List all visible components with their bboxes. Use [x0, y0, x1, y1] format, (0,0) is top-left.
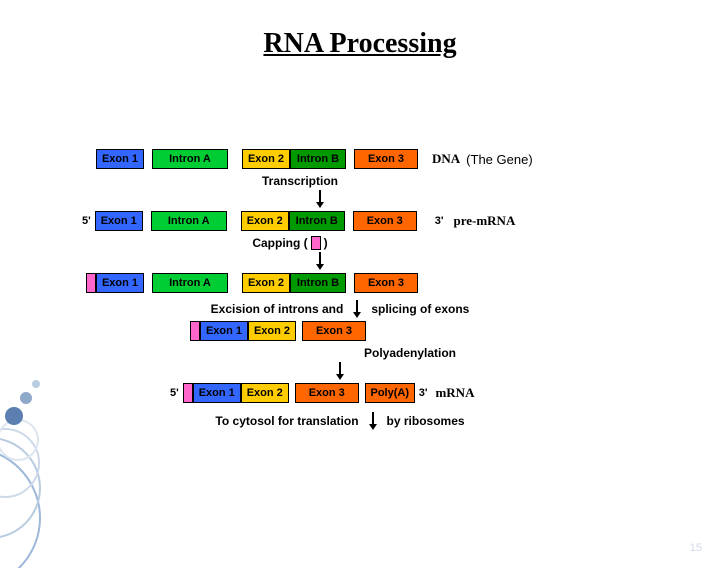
dna-row: Exon 1 Intron A Exon 2 Intron B Exon 3 D…	[96, 148, 650, 170]
mrna-label: mRNA	[435, 385, 474, 401]
cap-seg-2	[190, 321, 200, 341]
three-prime-2: 3'	[419, 387, 428, 399]
intronB-seg-3: Intron B	[290, 273, 346, 293]
cap-seg-3	[183, 383, 193, 403]
three-prime-1: 3'	[435, 215, 444, 227]
exon2-seg-2: Exon 2	[241, 211, 289, 231]
exon3-seg-4: Exon 3	[302, 321, 366, 341]
gene-note: (The Gene)	[466, 152, 532, 167]
polyadenylation-label: Polyadenylation	[170, 346, 650, 360]
exon3-seg-3: Exon 3	[354, 273, 418, 293]
rna-processing-diagram: Exon 1 Intron A Exon 2 Intron B Exon 3 D…	[70, 148, 650, 430]
pre-mrna-label: pre-mRNA	[453, 213, 515, 229]
exon1-seg-3: Exon 1	[96, 273, 144, 293]
exon1-seg: Exon 1	[96, 149, 144, 169]
intronB-seg: Intron B	[290, 149, 346, 169]
intronA-seg: Intron A	[152, 149, 228, 169]
cytosol-right: by ribosomes	[387, 414, 465, 428]
intronA-seg-3: Intron A	[152, 273, 228, 293]
page-title: RNA Processing	[0, 28, 720, 60]
mrna-row: 5' Exon 1 Exon 2 Exon 3 Poly(A) 3' mRNA	[166, 382, 650, 404]
polyA-seg: Poly(A)	[365, 383, 415, 403]
excision-left: Excision of introns and	[211, 302, 344, 316]
exon1-seg-4: Exon 1	[200, 321, 248, 341]
cytosol-left: To cytosol for translation	[215, 414, 358, 428]
capped-row: Exon 1 Intron A Exon 2 Intron B Exon 3	[86, 272, 650, 294]
arrow-2	[0, 252, 650, 270]
capping-pre: Capping (	[252, 236, 307, 250]
exon3-seg: Exon 3	[354, 149, 418, 169]
transcription-label: Transcription	[0, 174, 650, 188]
arrow-4	[30, 362, 650, 380]
exon2-seg: Exon 2	[242, 149, 290, 169]
exon3-seg-5: Exon 3	[295, 383, 359, 403]
five-prime-1: 5'	[82, 215, 91, 227]
pre-mrna-row: 5' Exon 1 Intron A Exon 2 Intron B Exon …	[78, 210, 650, 232]
arrow-5	[367, 412, 379, 430]
five-prime-2: 5'	[170, 387, 179, 399]
decorative-circles	[0, 368, 100, 568]
cap-legend-icon	[311, 236, 321, 250]
excision-right: splicing of exons	[371, 302, 469, 316]
exon2-seg-5: Exon 2	[241, 383, 289, 403]
cap-seg	[86, 273, 96, 293]
exon1-seg-2: Exon 1	[95, 211, 143, 231]
intronB-seg-2: Intron B	[289, 211, 345, 231]
arrow-3	[351, 300, 363, 318]
arrow-1	[0, 190, 650, 208]
dna-label: DNA	[432, 151, 460, 167]
capping-label: Capping ( )	[0, 236, 650, 250]
exon3-seg-2: Exon 3	[353, 211, 417, 231]
capping-post: )	[324, 236, 328, 250]
spliced-row: Exon 1 Exon 2 Exon 3	[190, 320, 650, 342]
intronA-seg-2: Intron A	[151, 211, 227, 231]
exon2-seg-4: Exon 2	[248, 321, 296, 341]
exon1-seg-5: Exon 1	[193, 383, 241, 403]
page-number: 15	[690, 542, 702, 554]
exon2-seg-3: Exon 2	[242, 273, 290, 293]
